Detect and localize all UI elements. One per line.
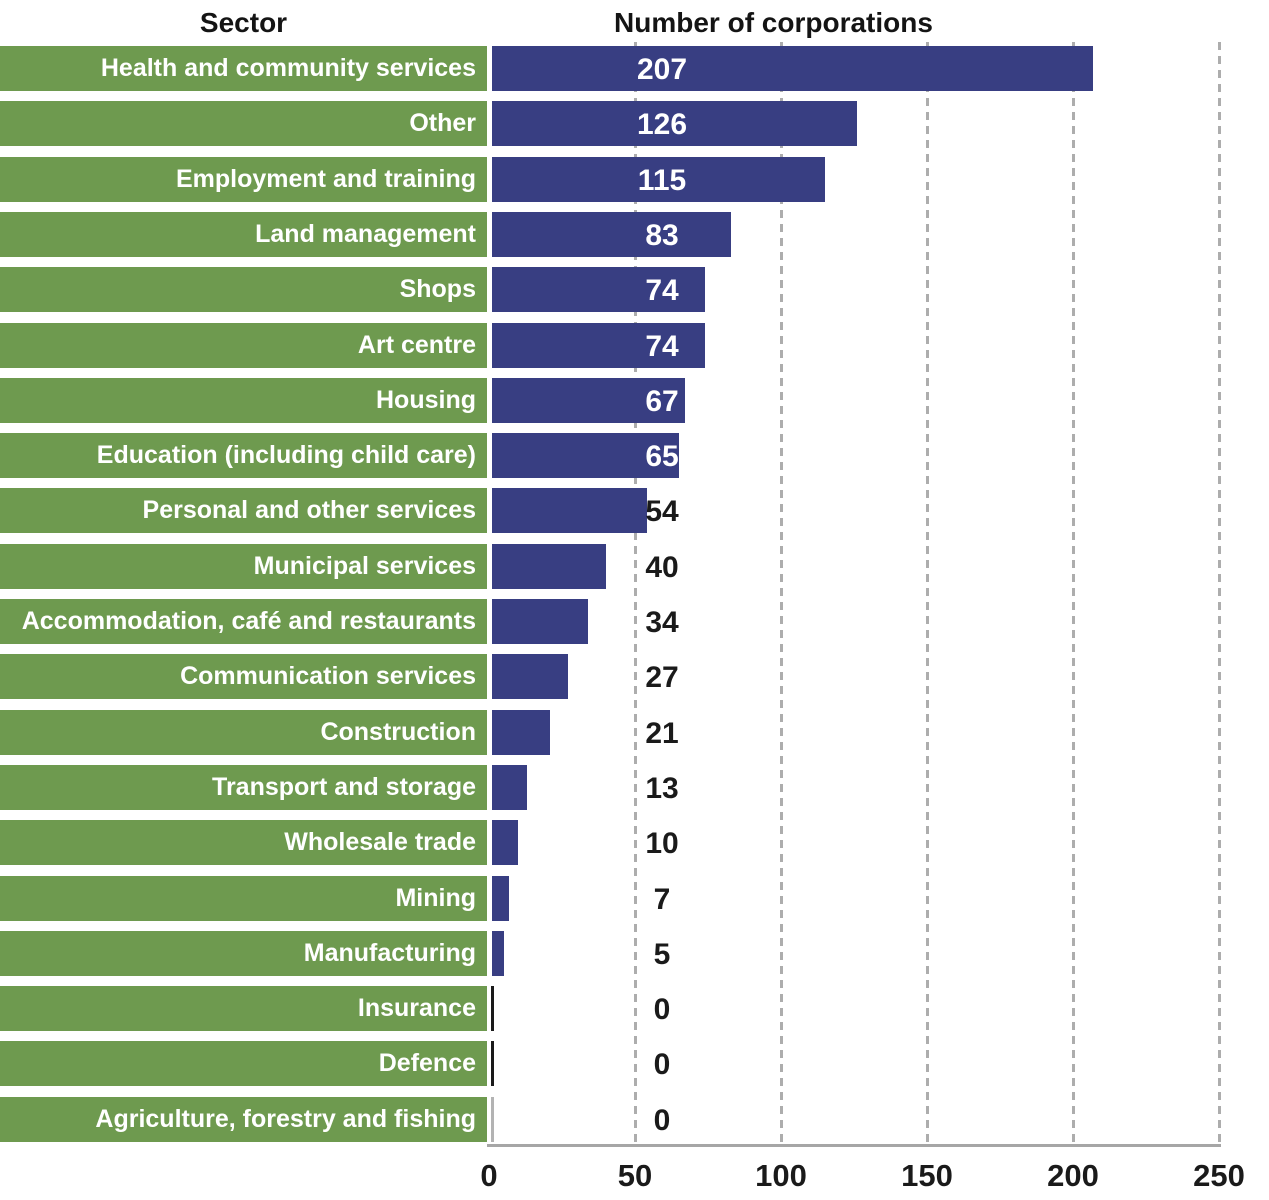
gridline-x-50 (633, 42, 637, 1145)
value-label: 40 (645, 551, 679, 584)
value-bar (492, 101, 857, 146)
value-label: 74 (645, 330, 679, 363)
chart-row: Health and community services 207 (0, 46, 1269, 91)
chart-row: Communication services 27 (0, 654, 1269, 699)
value-bar (492, 710, 550, 755)
chart-row: Municipal services 40 (0, 544, 1269, 589)
x-axis-tick-label: 100 (755, 1158, 807, 1193)
category-label-bar: Other (0, 101, 487, 146)
value-bar (492, 820, 518, 865)
value-label: 207 (636, 53, 688, 86)
chart-row: Construction 21 (0, 710, 1269, 755)
x-axis-line (487, 1144, 1221, 1147)
category-label-bar: Defence (0, 1041, 487, 1086)
chart-row: Transport and storage 13 (0, 765, 1269, 810)
value-label: 65 (645, 440, 679, 473)
x-axis-tick-label: 200 (1047, 1158, 1099, 1193)
chart-row: Education (including child care) 65 (0, 433, 1269, 478)
value-label: 7 (653, 883, 671, 916)
category-label-bar: Shops (0, 267, 487, 312)
chart-row: Insurance 0 (0, 986, 1269, 1031)
value-bar (492, 267, 705, 312)
value-label: 67 (645, 385, 679, 418)
value-label: 34 (645, 606, 679, 639)
category-label-bar: Communication services (0, 654, 487, 699)
chart-row: Agriculture, forestry and fishing 0 (0, 1097, 1269, 1142)
value-bar (492, 323, 705, 368)
value-bar (492, 378, 685, 423)
value-label: 10 (645, 827, 679, 860)
value-bar (492, 488, 647, 533)
category-label-bar: Accommodation, café and restaurants (0, 599, 487, 644)
value-bar (492, 212, 731, 257)
x-axis-tick-label: 150 (901, 1158, 953, 1193)
column-header-number-of-corporations: Number of corporations (614, 7, 933, 38)
value-label: 74 (645, 274, 679, 307)
category-label-bar: Art centre (0, 323, 487, 368)
x-axis-tick-label: 250 (1193, 1158, 1245, 1193)
category-label-bar: Education (including child care) (0, 433, 487, 478)
chart-row: Defence 0 (0, 1041, 1269, 1086)
value-bar (492, 931, 504, 976)
chart-row: Mining 7 (0, 876, 1269, 921)
value-label: 54 (645, 495, 679, 528)
value-label: 5 (653, 938, 671, 971)
category-label-bar: Housing (0, 378, 487, 423)
chart-row: Accommodation, café and restaurants 34 (0, 599, 1269, 644)
chart-row: Art centre 74 (0, 323, 1269, 368)
category-label-bar: Wholesale trade (0, 820, 487, 865)
category-label-bar: Mining (0, 876, 487, 921)
chart-row: Employment and training 115 (0, 157, 1269, 202)
zero-value-line (491, 1041, 494, 1086)
category-label-bar: Personal and other services (0, 488, 487, 533)
value-label: 27 (645, 661, 679, 694)
category-label-bar: Employment and training (0, 157, 487, 202)
chart-row: Housing 67 (0, 378, 1269, 423)
value-label: 83 (645, 219, 679, 252)
zero-value-line (491, 1097, 494, 1142)
category-label-bar: Construction (0, 710, 487, 755)
value-bar (492, 544, 606, 589)
value-label: 0 (653, 1048, 671, 1081)
value-bar (492, 157, 825, 202)
value-label: 126 (636, 108, 688, 141)
value-bar (492, 654, 568, 699)
gridline-x-250 (1217, 42, 1221, 1145)
value-label: 13 (645, 772, 679, 805)
category-label-bar: Manufacturing (0, 931, 487, 976)
chart-row: Manufacturing 5 (0, 931, 1269, 976)
value-bar (492, 876, 509, 921)
value-label: 0 (653, 1104, 671, 1137)
chart-row: Land management 83 (0, 212, 1269, 257)
x-axis-tick-label: 0 (480, 1158, 498, 1193)
column-header-sector: Sector (199, 7, 288, 38)
gridline-x-150 (925, 42, 929, 1145)
gridline-x-100 (779, 42, 783, 1145)
category-label-bar: Agriculture, forestry and fishing (0, 1097, 487, 1142)
value-bar (492, 765, 527, 810)
category-label-bar: Health and community services (0, 46, 487, 91)
category-label-bar: Land management (0, 212, 487, 257)
value-label: 21 (645, 717, 679, 750)
category-label-bar: Insurance (0, 986, 487, 1031)
value-bar (492, 599, 588, 644)
category-label-bar: Transport and storage (0, 765, 487, 810)
category-label-bar: Municipal services (0, 544, 487, 589)
value-bar (492, 433, 679, 478)
zero-value-line (491, 986, 494, 1031)
chart-row: Other 126 (0, 101, 1269, 146)
chart-row: Shops 74 (0, 267, 1269, 312)
gridline-x-200 (1071, 42, 1075, 1145)
value-bar (492, 46, 1093, 91)
value-label: 115 (637, 164, 687, 197)
chart-row: Wholesale trade 10 (0, 820, 1269, 865)
value-label: 0 (653, 993, 671, 1026)
x-axis-tick-label: 50 (617, 1158, 653, 1193)
chart-row: Personal and other services 54 (0, 488, 1269, 533)
